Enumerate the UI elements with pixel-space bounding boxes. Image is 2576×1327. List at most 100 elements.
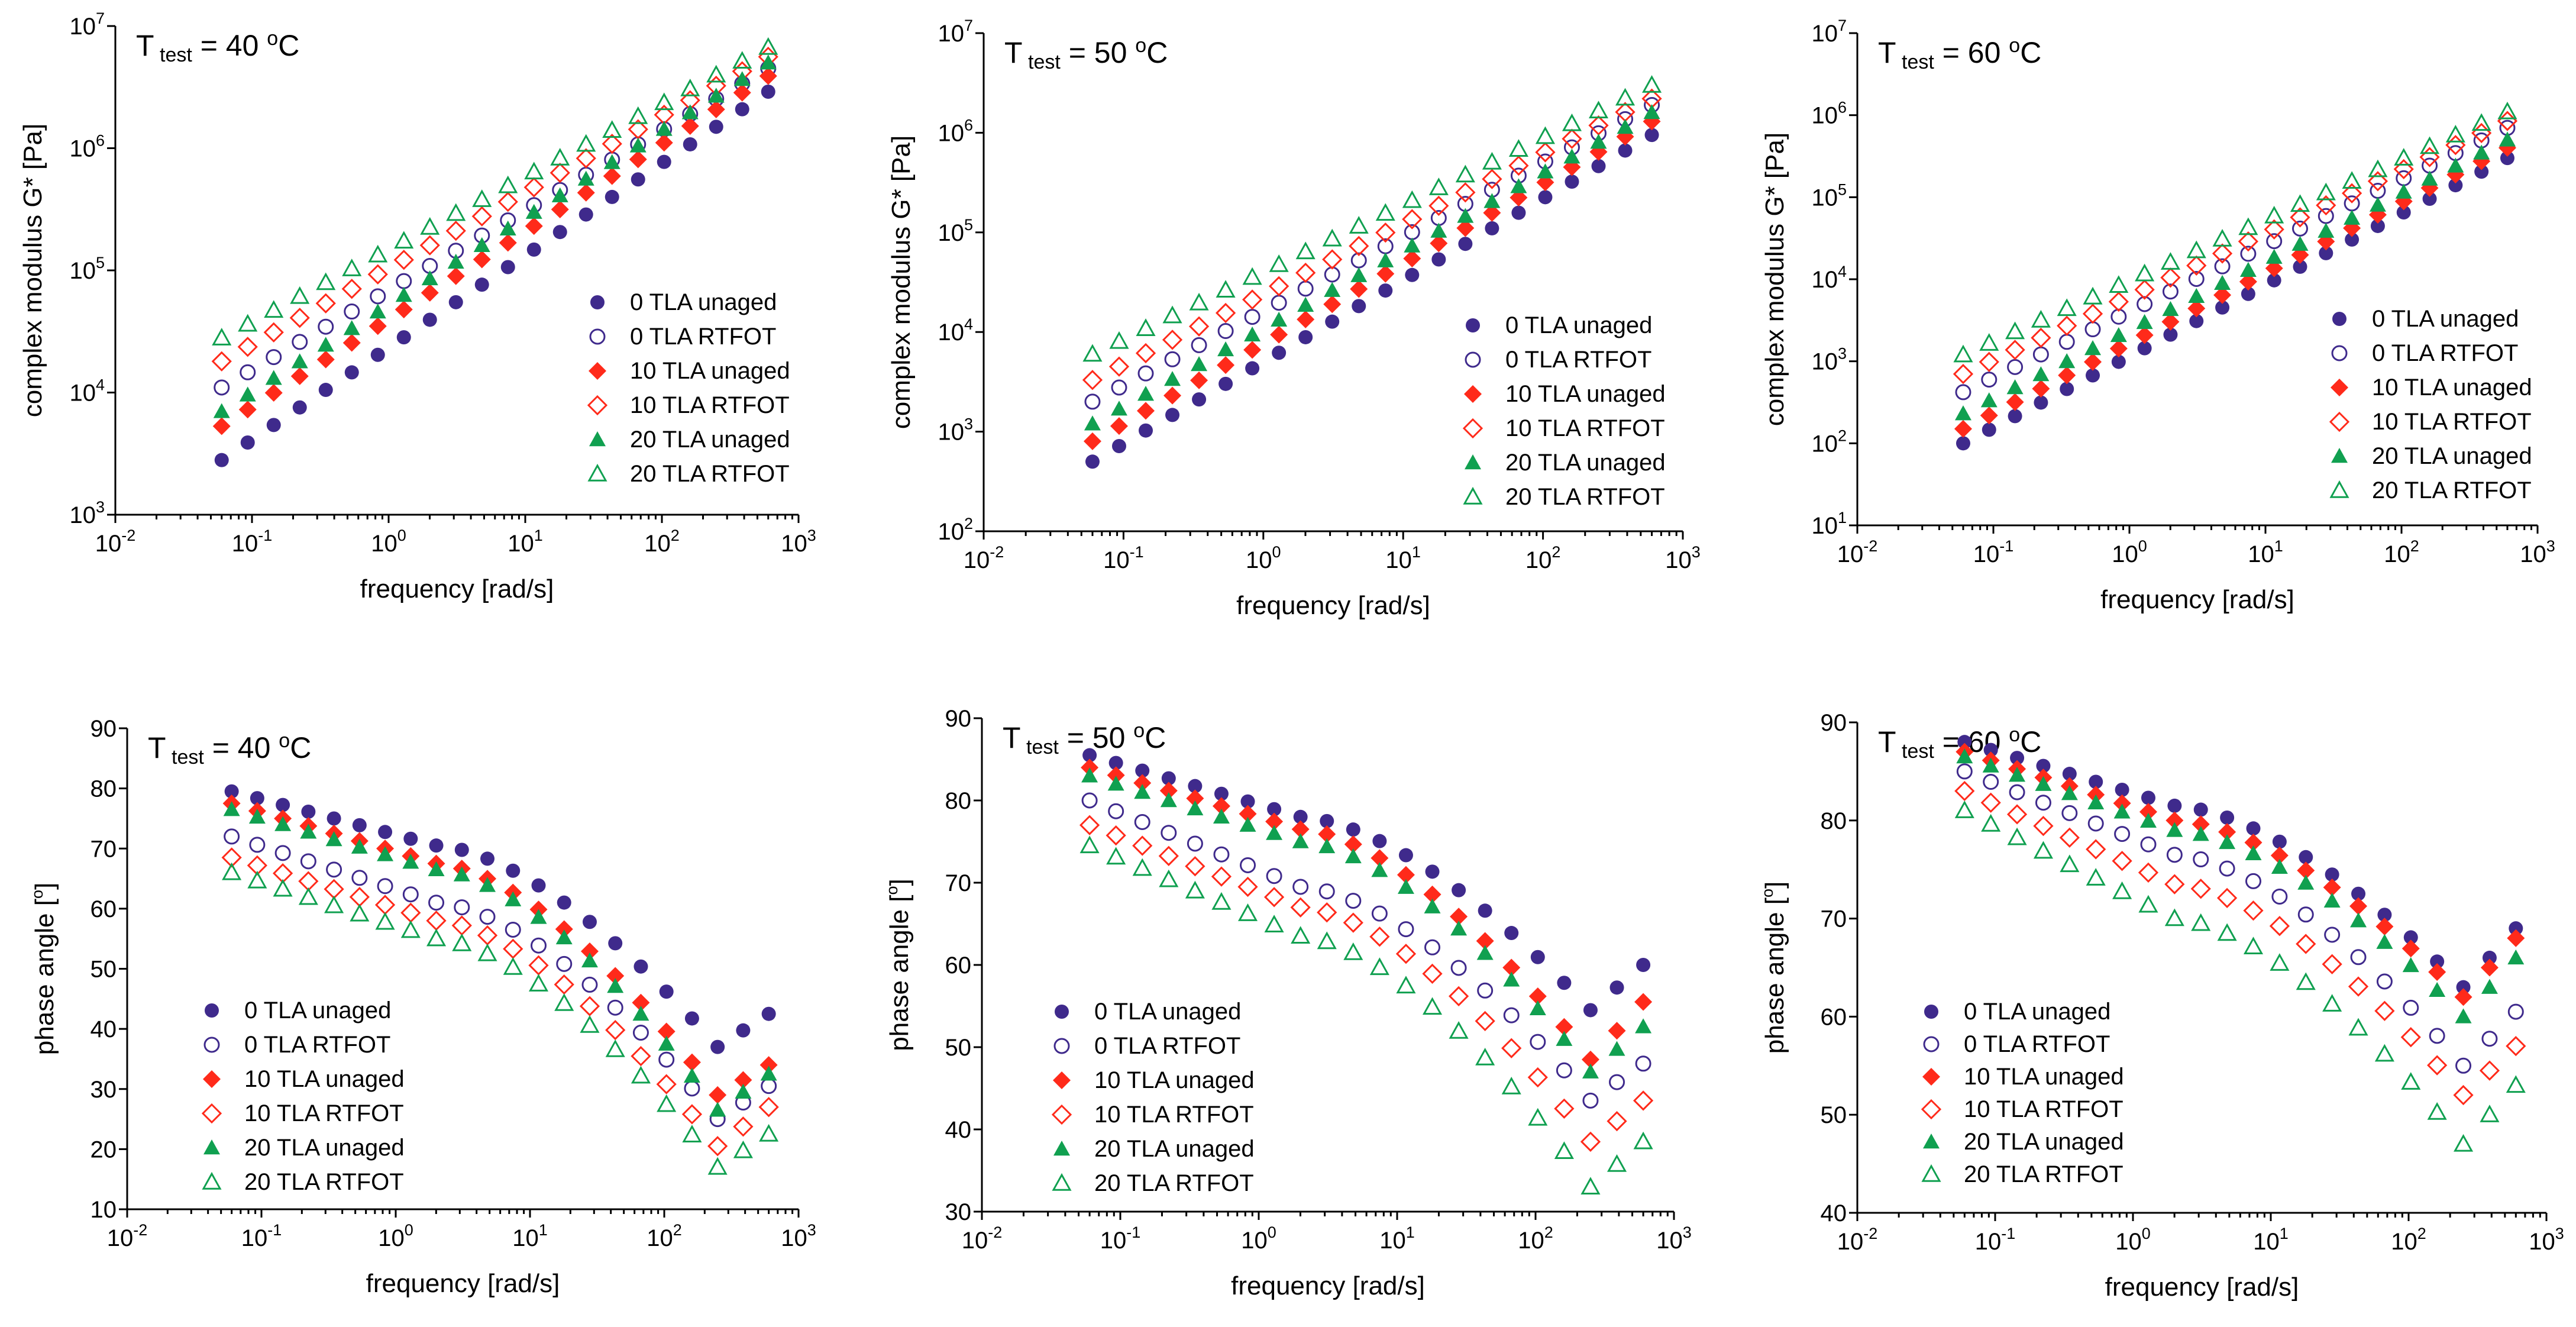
data-point [1297, 296, 1314, 312]
data-point [1954, 780, 1975, 802]
data-point [2087, 794, 2105, 809]
y-tick-label: 60 [91, 896, 117, 922]
data-point [2316, 195, 2336, 216]
data-point [1504, 926, 1519, 941]
data-point [1213, 808, 1230, 824]
data-point [2218, 823, 2236, 841]
data-point [1240, 794, 1255, 809]
data-point [2082, 304, 2103, 324]
data-point [2163, 327, 2178, 342]
legend-marker [2331, 448, 2348, 463]
data-point [1324, 282, 1341, 297]
data-point [1211, 866, 1232, 887]
data-point [2403, 930, 2418, 945]
data-point [2111, 354, 2126, 369]
data-point [2062, 767, 2077, 782]
x-tick-label: 10-1 [241, 1221, 282, 1251]
data-point [1634, 993, 1653, 1011]
x-tick-label: 10-2 [1837, 537, 1878, 567]
data-point [1217, 323, 1234, 340]
data-point [2162, 301, 2179, 317]
y-axis-title: complex modulus G* [Pa] [1760, 133, 1789, 426]
legend-marker [589, 431, 606, 447]
data-point [2112, 851, 2132, 871]
data-point [2293, 259, 2307, 274]
data-point [2421, 170, 2438, 186]
data-point [1189, 292, 1209, 311]
data-point [2500, 151, 2514, 166]
data-point [554, 993, 574, 1011]
data-point [1371, 862, 1388, 877]
data-point [479, 877, 496, 892]
data-point [2032, 380, 2050, 398]
data-point [733, 1116, 754, 1137]
data-point [1108, 803, 1124, 819]
data-point [1213, 846, 1230, 863]
data-point [1218, 376, 1233, 391]
legend-marker [1052, 1173, 1072, 1191]
data-point [607, 978, 624, 993]
data-point [1371, 849, 1389, 867]
data-point [1378, 283, 1393, 298]
series-0-tla-rtfot [1956, 763, 2524, 1074]
legend-label: 20 TLA RTFOT [2372, 477, 2532, 503]
data-point [1430, 222, 1447, 238]
data-point [1510, 178, 1527, 193]
data-point [214, 379, 230, 396]
data-point [1527, 1067, 1548, 1088]
x-tick-label: 101 [1379, 1223, 1415, 1254]
legend-label: 10 TLA RTFOT [244, 1100, 404, 1126]
data-point [579, 996, 600, 1016]
data-point [2376, 934, 2393, 949]
data-point [2348, 1018, 2368, 1036]
data-point [2297, 861, 2315, 880]
data-point [2318, 208, 2334, 224]
data-point [2454, 988, 2472, 1006]
legend-marker [203, 1139, 220, 1155]
data-point [1981, 813, 2001, 832]
data-point [2165, 811, 2184, 829]
data-point [1582, 1092, 1599, 1109]
data-point [581, 952, 598, 968]
data-point [526, 242, 541, 257]
data-point [1423, 885, 1441, 903]
panel-phase-60c: 10-2 10-1 100 101 102 103 40 50 60 70 80 90 frequenc… [1759, 710, 2564, 1302]
y-tick-label: 102 [938, 515, 973, 545]
data-point [608, 936, 623, 951]
panel-title: T test = 60 oC [1878, 34, 2041, 73]
series-10-tla-rtfot [1954, 780, 2526, 1106]
x-tick-label: 10-1 [1975, 1225, 2016, 1255]
data-point [655, 134, 673, 152]
data-point [1530, 950, 1545, 964]
data-point [2213, 286, 2232, 304]
data-point [1109, 331, 1129, 349]
data-point [316, 272, 336, 290]
x-axis-title: frequency [rad/s] [2100, 585, 2294, 614]
data-point [2113, 803, 2131, 819]
data-point [1633, 1090, 1654, 1111]
data-point [1397, 879, 1414, 894]
legend-marker [203, 1037, 220, 1053]
x-tick-label: 102 [1525, 543, 1561, 573]
data-point [733, 1140, 753, 1158]
data-point [2005, 340, 2025, 360]
y-tick-label: 90 [945, 706, 972, 732]
data-point [2138, 895, 2158, 913]
x-tick-label: 10-1 [1973, 537, 2014, 567]
data-point [1609, 1074, 1625, 1090]
data-point [1535, 142, 1556, 163]
data-point [421, 270, 438, 286]
data-point [1239, 805, 1257, 823]
data-point [1375, 222, 1396, 243]
data-point [265, 370, 282, 385]
data-point [1369, 926, 1390, 947]
data-point [2318, 222, 2335, 238]
x-tick-label: 10-1 [1103, 543, 1144, 573]
data-point [2212, 228, 2232, 247]
data-point [684, 1080, 700, 1097]
data-point [498, 175, 518, 193]
data-point [1291, 926, 1311, 944]
data-point [1350, 267, 1368, 282]
data-point [1554, 1098, 1575, 1119]
data-point [2480, 1105, 2500, 1122]
